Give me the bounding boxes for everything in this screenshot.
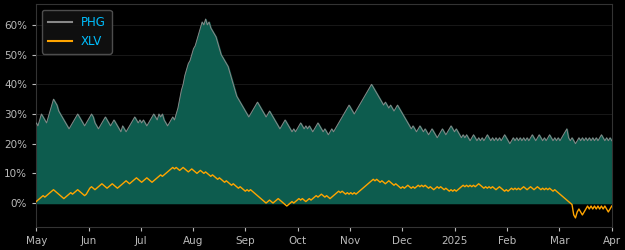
Legend: PHG, XLV: PHG, XLV — [42, 10, 112, 54]
